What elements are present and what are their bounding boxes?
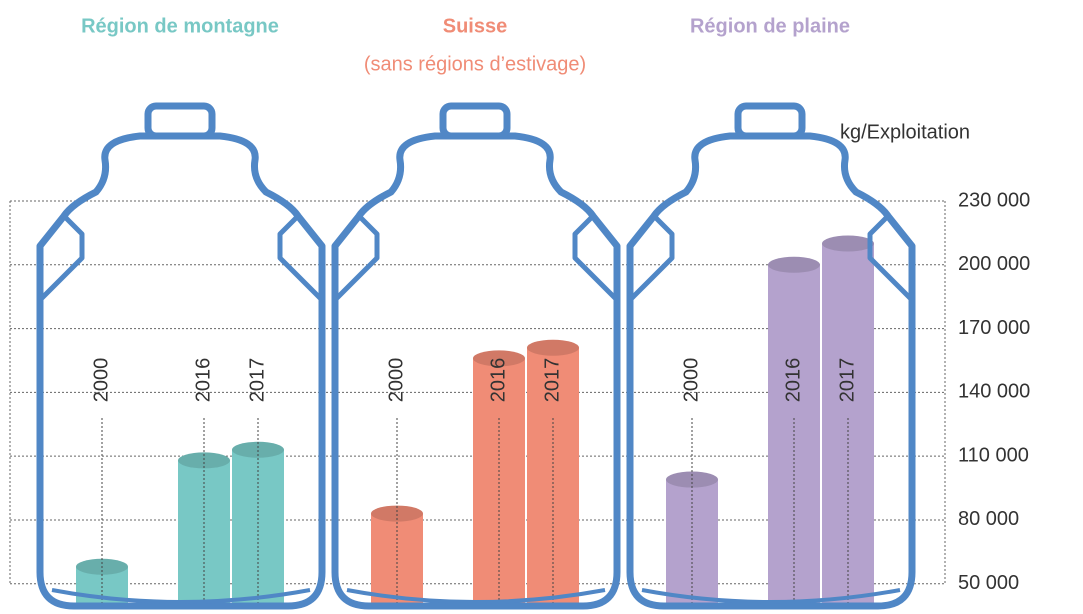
bar-top <box>822 235 874 252</box>
x-tick-label: 2016 <box>782 358 804 403</box>
bar-top <box>527 339 579 356</box>
bar-top-shade <box>473 350 525 367</box>
x-tick-label: 2000 <box>680 358 702 403</box>
y-tick-label: 200 000 <box>958 253 1030 275</box>
y-tick-label: 170 000 <box>958 317 1030 339</box>
y-tick-label: 230 000 <box>958 189 1030 211</box>
bar-top <box>232 441 284 458</box>
x-tick-label: 2000 <box>90 358 112 403</box>
can-shoulder <box>628 214 914 302</box>
can-outline <box>331 132 621 610</box>
can-handle <box>734 102 806 140</box>
x-tick-label: 2016 <box>192 358 214 403</box>
bar-top <box>768 256 820 273</box>
x-tick-label: 2000 <box>385 358 407 403</box>
bar-top-shade <box>527 339 579 356</box>
series-title: Région de plaine <box>690 15 850 37</box>
bar-top-shade <box>822 235 874 252</box>
series-title: Région de montagne <box>81 15 279 37</box>
can-bottom <box>641 588 901 604</box>
y-tick-label: 140 000 <box>958 381 1030 403</box>
cylinder <box>822 235 874 606</box>
bar-top <box>371 505 423 522</box>
can-outline <box>626 132 916 610</box>
cylinder <box>178 452 230 605</box>
can-bottom <box>51 588 311 604</box>
bar <box>822 243 874 606</box>
bar-top-shade <box>232 441 284 458</box>
x-tick-label: 2017 <box>246 358 268 403</box>
y-tick-label: 50 000 <box>958 572 1019 594</box>
bar-top-shade <box>371 505 423 522</box>
can-shoulder <box>38 214 324 302</box>
x-tick-label: 2017 <box>836 358 858 403</box>
series-title: Suisse <box>443 15 507 37</box>
y-tick-label: 110 000 <box>958 444 1029 466</box>
y-axis-label: kg/Exploitation <box>840 121 970 143</box>
can-bottom <box>346 588 606 604</box>
x-tick-label: 2017 <box>541 358 563 403</box>
y-tick-label: 80 000 <box>958 508 1019 530</box>
bar-top <box>178 452 230 469</box>
bar-top-shade <box>768 256 820 273</box>
bar-top <box>473 350 525 367</box>
bar <box>178 460 230 605</box>
x-tick-label: 2016 <box>487 358 509 403</box>
series-subtitle: (sans régions d’estivage) <box>364 53 586 75</box>
bar-top-shade <box>178 452 230 469</box>
can-shoulder <box>333 214 619 302</box>
can-handle <box>144 102 216 140</box>
can-handle <box>439 102 511 140</box>
can-outline <box>36 132 326 610</box>
